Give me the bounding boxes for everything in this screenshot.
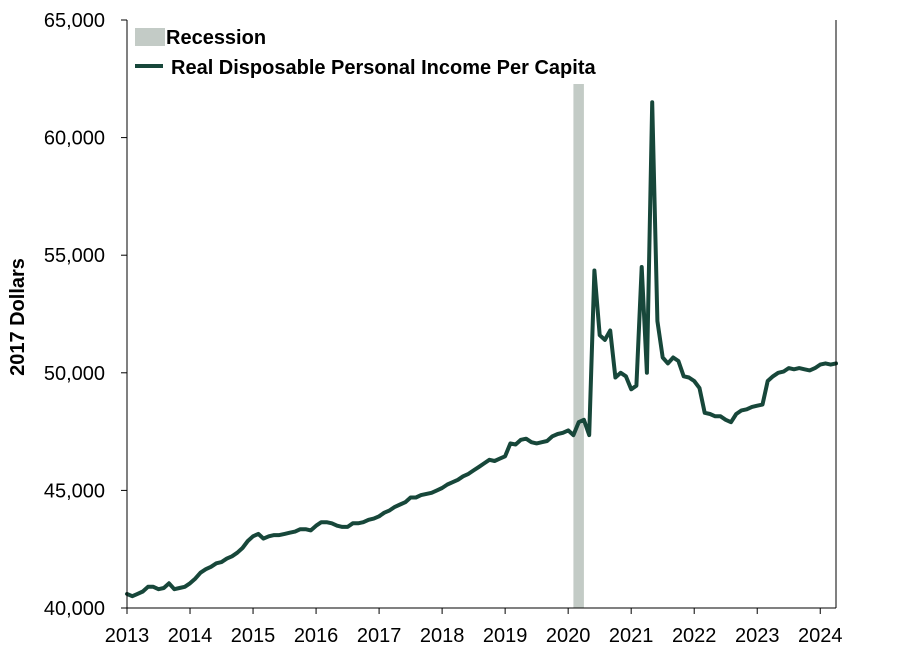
recession-layer — [573, 84, 584, 608]
legend-recession-swatch — [135, 28, 165, 46]
x-tick-label: 2015 — [231, 625, 276, 647]
y-tick-label: 65,000 — [44, 10, 105, 32]
series-line — [125, 100, 838, 599]
legend: Recession Real Disposable Personal Incom… — [135, 27, 596, 79]
legend-recession-label: Recession — [166, 27, 266, 49]
x-tick-label: 2020 — [546, 625, 591, 647]
y-tick-label: 45,000 — [44, 480, 105, 502]
x-tick-label: 2022 — [672, 625, 717, 647]
x-tick-label: 2016 — [294, 625, 339, 647]
legend-series-label: Real Disposable Personal Income Per Capi… — [171, 57, 596, 79]
x-tick-label: 2024 — [798, 625, 843, 647]
x-tick-label: 2018 — [420, 625, 465, 647]
tick-layer: 40,000 45,000 50,000 55,000 60,000 65,000 2013… — [44, 10, 843, 647]
y-tick-label: 60,000 — [44, 128, 105, 150]
axes-layer — [126, 20, 837, 609]
x-tick-label: 2023 — [735, 625, 780, 647]
x-tick-label: 2021 — [609, 625, 654, 647]
y-tick-label: 55,000 — [44, 245, 105, 267]
x-tick-label: 2014 — [168, 625, 213, 647]
x-tick-label: 2019 — [483, 625, 528, 647]
y-axis-title: 2017 Dollars — [7, 258, 29, 376]
x-tick-label: 2013 — [105, 625, 150, 647]
x-tick-label: 2017 — [357, 625, 402, 647]
y-tick-label: 50,000 — [44, 363, 105, 385]
recession-band — [573, 84, 584, 608]
series-layer — [125, 100, 838, 599]
y-tick-label: 40,000 — [44, 598, 105, 620]
